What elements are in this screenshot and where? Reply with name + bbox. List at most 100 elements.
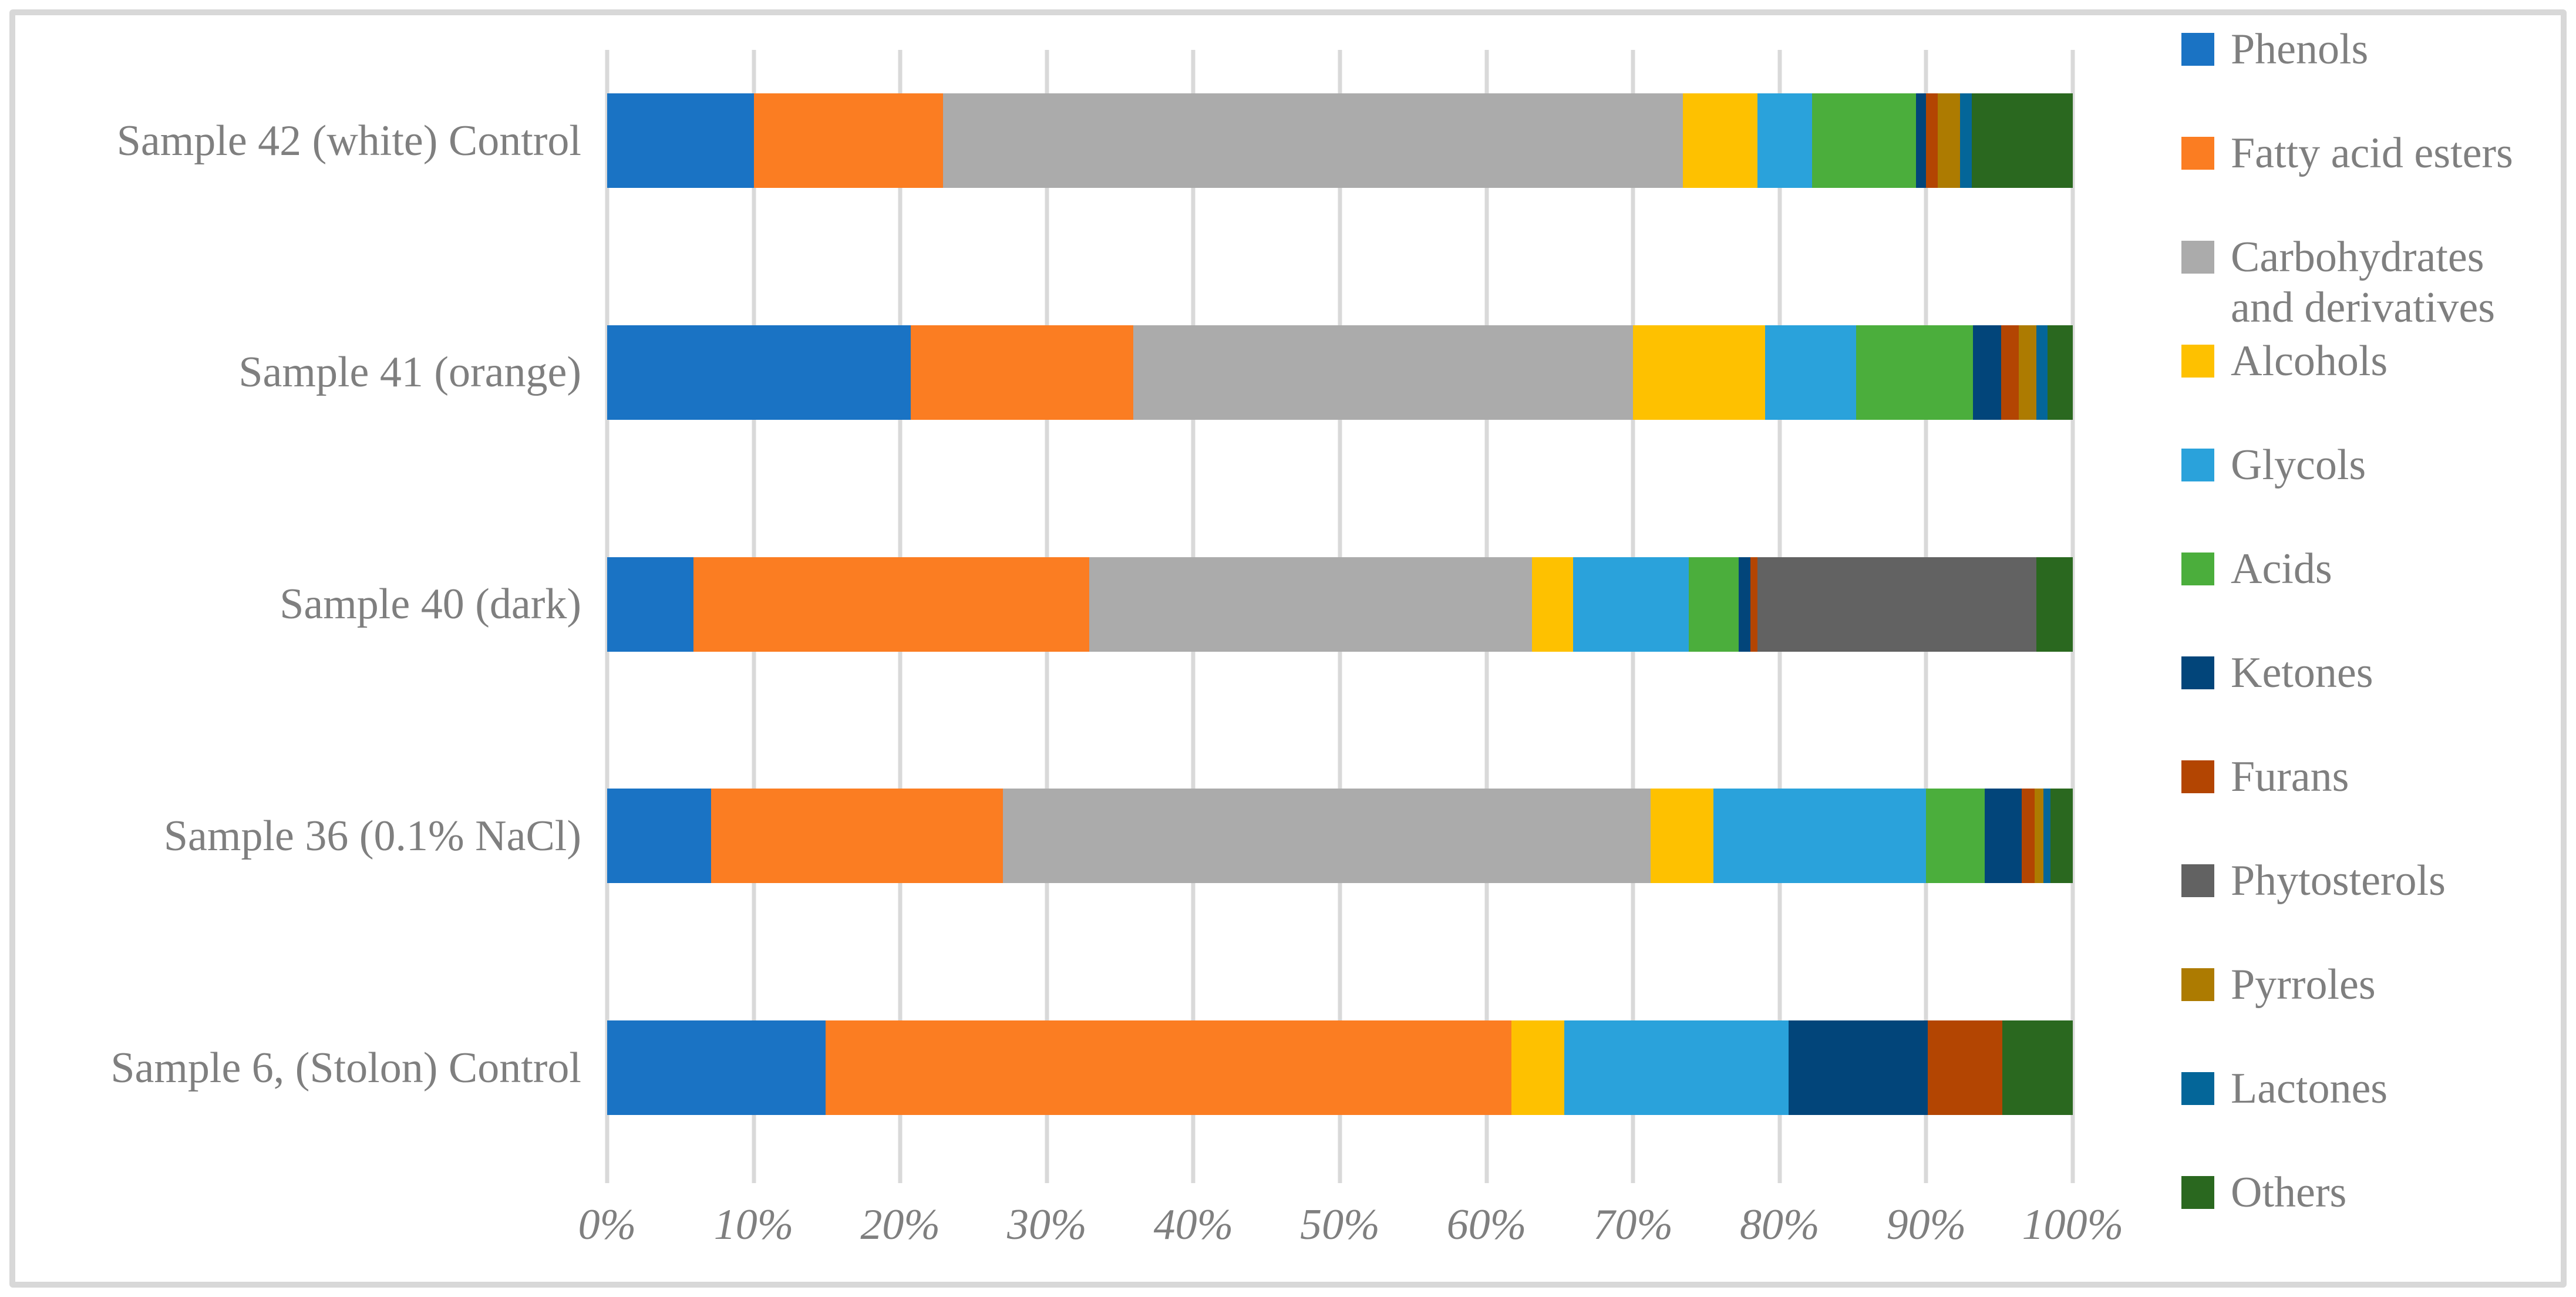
legend-label: Phytosterols [2231, 857, 2446, 905]
bar-segment [1633, 325, 1765, 420]
x-axis-tick-label: 40% [1153, 1201, 1234, 1249]
legend-label: Ketones [2231, 649, 2373, 697]
legend-swatch [2181, 656, 2214, 689]
x-axis: 0% 10% 20% 30% 40% 50% 60% 70% 80% 90% 100% [578, 1197, 2124, 1267]
bar-segment [1511, 1020, 1564, 1116]
bar-segment [607, 557, 694, 652]
bar-segment [1713, 789, 1927, 884]
legend-label: Pyrroles [2231, 961, 2376, 1009]
bar-segment [1750, 557, 1758, 652]
legend-swatch [2181, 864, 2214, 897]
x-axis-tick-label: 30% [1006, 1201, 1087, 1249]
legend-swatch [2181, 345, 2214, 378]
legend-label: Lactones [2231, 1064, 2388, 1113]
legend-swatch [2181, 241, 2214, 274]
bar-segment [1572, 557, 1689, 652]
legend-swatch [2181, 1176, 2214, 1209]
bar-segment [1811, 93, 1916, 188]
bar-segment [1985, 789, 2022, 884]
bar-segment [1683, 93, 1758, 188]
bar-segment [1926, 93, 1938, 188]
legend-swatch [2181, 137, 2214, 170]
bar-segment [1959, 93, 1972, 188]
legend-item: Carbohydrates and derivatives [2181, 232, 2560, 333]
legend-item: Phenols [2181, 24, 2560, 75]
bar-segment [2050, 789, 2073, 884]
legend-item: Fatty acid esters [2181, 128, 2560, 178]
legend-label: Alcohols [2231, 337, 2388, 385]
bar-segment [2036, 557, 2073, 652]
bar-row [607, 1020, 2073, 1116]
bar-segment [1531, 557, 1573, 652]
bar-segment [1926, 789, 1985, 884]
y-axis-category-label: Sample 40 (dark) [280, 580, 581, 629]
bar-segment [693, 557, 1090, 652]
bar-segment [1915, 93, 1927, 188]
legend-item: Phytosterols [2181, 855, 2560, 906]
bar-segment [1688, 557, 1739, 652]
legend-swatch [2181, 968, 2214, 1001]
bar-segment [2043, 789, 2051, 884]
legend-item: Ketones [2181, 648, 2560, 698]
bar-segment [607, 325, 911, 420]
x-axis-tick-label: 80% [1739, 1201, 1820, 1249]
y-axis-category-label: Sample 36 (0.1% NaCl) [163, 811, 581, 860]
bar-segment [2002, 1020, 2073, 1116]
bar-segment [1738, 557, 1750, 652]
bar-segment [711, 789, 1003, 884]
x-axis-tick-label: 0% [578, 1201, 637, 1249]
legend-item: Furans [2181, 752, 2560, 802]
bar-segment [607, 789, 712, 884]
legend-swatch [2181, 33, 2214, 66]
bar-segment [2036, 325, 2048, 420]
bar-segment [1788, 1020, 1928, 1116]
x-axis-tick-label: 60% [1446, 1201, 1527, 1249]
legend-item: Acids [2181, 544, 2560, 594]
legend-swatch [2181, 449, 2214, 481]
legend-label: Fatty acid esters [2231, 129, 2513, 177]
legend-item: Others [2181, 1167, 2560, 1218]
legend-swatch [2181, 553, 2214, 585]
bar-row [607, 557, 2073, 652]
legend-label: Phenols [2231, 25, 2369, 73]
bar-segment [607, 1020, 826, 1116]
bar-segment [1938, 93, 1960, 188]
bar-segment [1856, 325, 1974, 420]
bar-segment [753, 93, 943, 188]
bar-segment [1651, 789, 1714, 884]
bar-segment [910, 325, 1134, 420]
x-axis-tick-label: 10% [713, 1201, 794, 1249]
gridline [2070, 50, 2075, 1183]
legend-label: Acids [2231, 545, 2332, 593]
legend-label: Furans [2231, 753, 2349, 801]
legend-label: Others [2231, 1168, 2347, 1217]
bar-segment [2018, 325, 2036, 420]
bar-segment [1927, 1020, 2003, 1116]
bar-segment [2048, 325, 2073, 420]
bar-segment [2021, 789, 2035, 884]
bar-segment [1971, 93, 2073, 188]
bar-segment [1973, 325, 2001, 420]
bar-segment [1089, 557, 1532, 652]
x-axis-tick-label: 90% [1886, 1201, 1966, 1249]
bar-row [607, 93, 2073, 188]
y-axis-category-label: Sample 41 (orange) [238, 348, 581, 397]
legend-swatch [2181, 760, 2214, 793]
bar-segment [825, 1020, 1512, 1116]
bar-segment [942, 93, 1683, 188]
legend-item: Lactones [2181, 1063, 2560, 1114]
x-axis-tick-label: 50% [1300, 1201, 1380, 1249]
legend-item: Alcohols [2181, 336, 2560, 386]
bar-row [607, 789, 2073, 884]
bar-segment [2001, 325, 2019, 420]
y-axis-category-label: Sample 42 (white) Control [116, 116, 581, 165]
legend: Phenols Fatty acid esters Carbohydrates and… [2181, 0, 2569, 1297]
legend-label: Carbohydrates and derivatives [2231, 233, 2495, 332]
bar-segment [1133, 325, 1634, 420]
legend-swatch [2181, 1072, 2214, 1105]
bar-segment [1765, 325, 1856, 420]
bar-segment [607, 93, 754, 188]
legend-item: Glycols [2181, 440, 2560, 490]
plot-area [607, 25, 2073, 1184]
bar-segment [2035, 789, 2043, 884]
